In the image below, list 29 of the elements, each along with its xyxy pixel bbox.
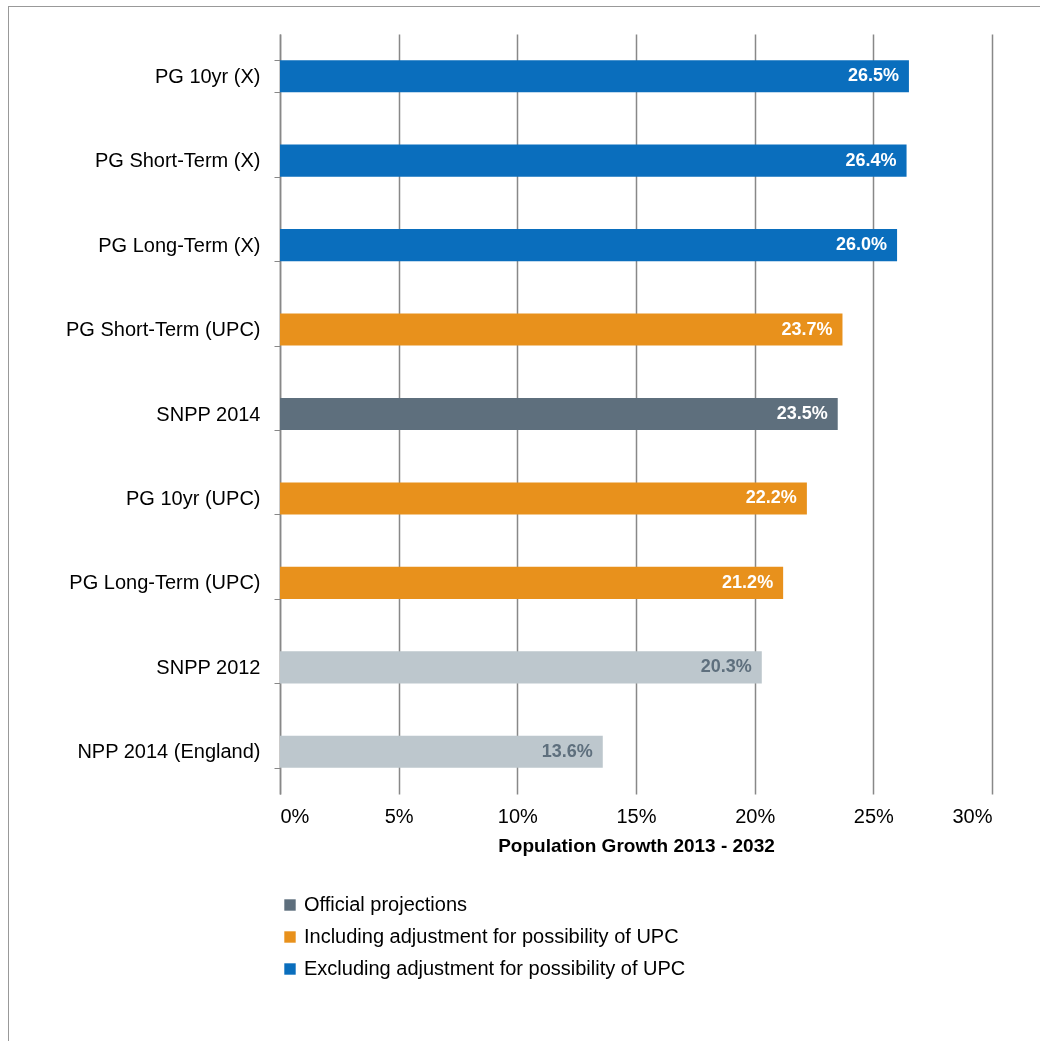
- data-label: 21.2%: [722, 571, 774, 592]
- x-tick-label: 0%: [280, 804, 310, 827]
- x-tick-label: 5%: [384, 804, 414, 827]
- y-tick-label: PG 10yr (X): [154, 64, 261, 87]
- y-tick-label: PG Long-Term (UPC): [69, 571, 261, 594]
- y-tick-label: PG Short-Term (UPC): [66, 318, 261, 341]
- data-label: 23.5%: [776, 403, 828, 423]
- y-tick-label: PG Short-Term (X): [94, 149, 261, 172]
- y-tick-label: NPP 2014 (England): [77, 740, 261, 763]
- data-label: 26.0%: [836, 234, 888, 255]
- data-label: 26.5%: [847, 65, 899, 86]
- y-tick-label: PG Long-Term (X): [98, 233, 261, 256]
- data-label: 20.3%: [700, 656, 752, 677]
- data-label: 26.4%: [845, 149, 897, 170]
- y-tick-label: SNPP 2012: [156, 655, 261, 678]
- data-label: 22.2%: [745, 487, 797, 508]
- x-tick-label: 20%: [735, 804, 776, 827]
- legend-label: Including adjustment for possibility of UPC: [304, 925, 679, 947]
- x-tick-label: 15%: [616, 804, 657, 827]
- x-tick-label: 25%: [853, 804, 895, 827]
- y-tick-label: PG 10yr (UPC): [126, 486, 261, 509]
- x-tick-label: 10%: [497, 804, 539, 827]
- legend-label: Official projections: [304, 893, 468, 915]
- x-tick-label: 30%: [952, 804, 993, 827]
- y-tick-label: SNPP 2014: [156, 402, 261, 425]
- data-label: 13.6%: [541, 740, 593, 761]
- data-label: 23.7%: [781, 318, 833, 339]
- x-axis-title: Population Growth 2013 - 2032: [498, 834, 775, 856]
- legend-label: Excluding adjustment for possibility of UPC: [304, 957, 686, 979]
